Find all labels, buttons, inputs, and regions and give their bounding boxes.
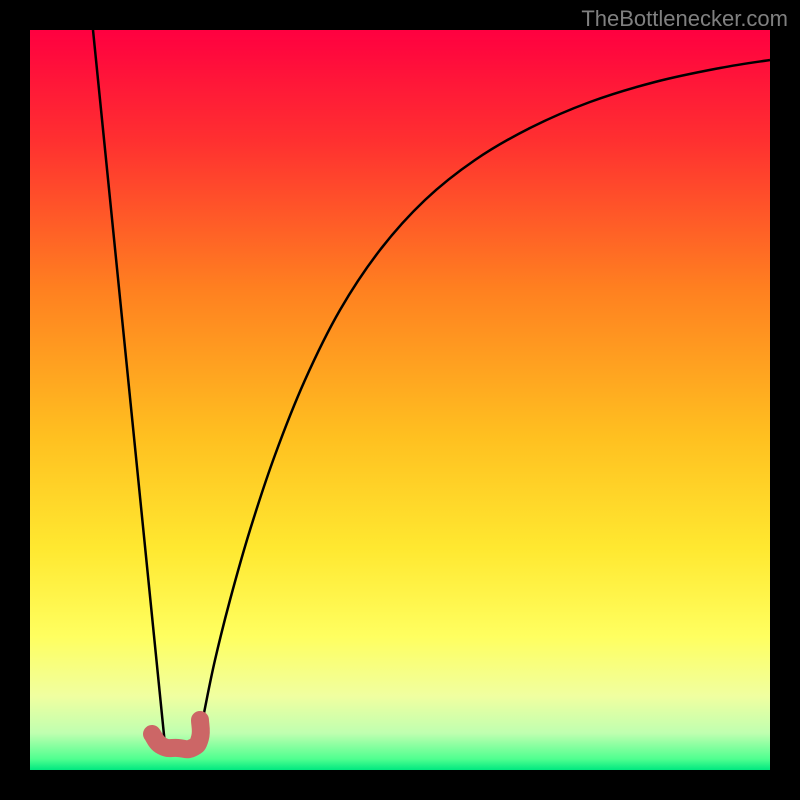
chart-container: TheBottlenecker.com bbox=[0, 0, 800, 800]
border-right bbox=[770, 0, 800, 800]
plot-background bbox=[30, 30, 770, 770]
watermark-text: TheBottlenecker.com bbox=[581, 6, 788, 32]
bottleneck-chart bbox=[0, 0, 800, 800]
border-left bbox=[0, 0, 30, 800]
border-bottom bbox=[0, 770, 800, 800]
